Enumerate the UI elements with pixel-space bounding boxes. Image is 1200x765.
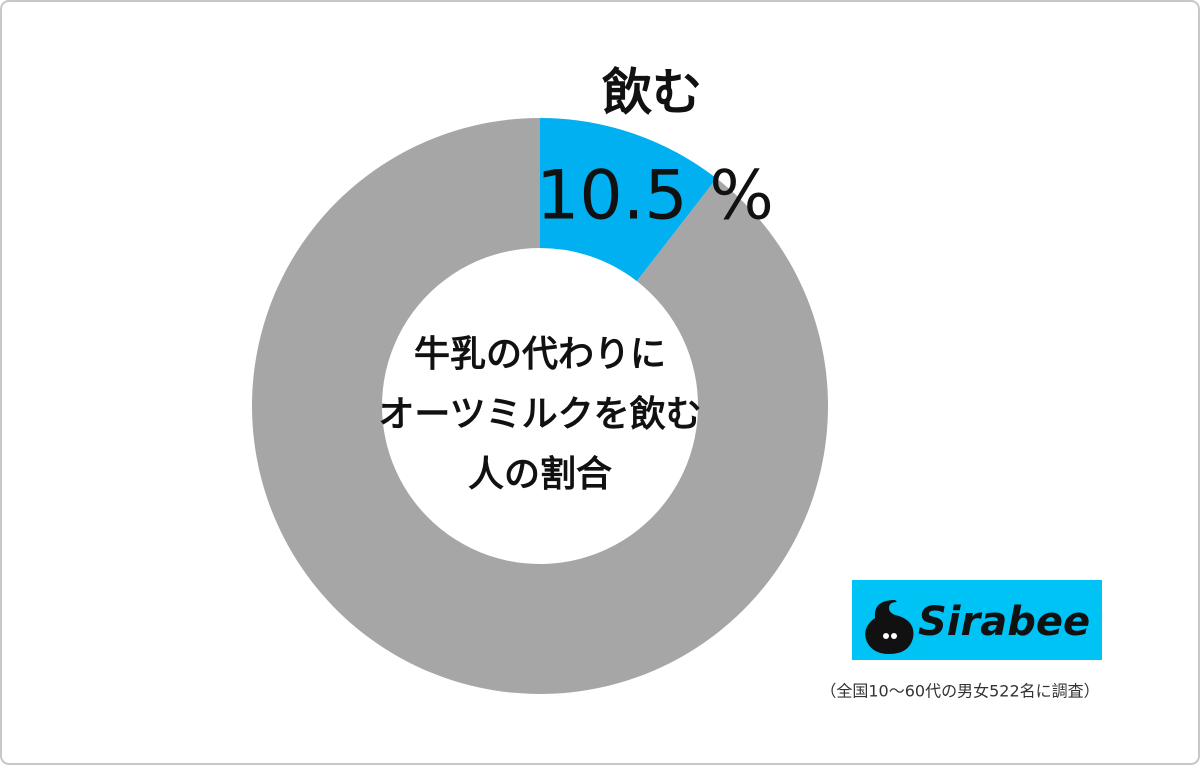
logo-text: Sirabee [918,599,1090,645]
category-label: 飲む [602,64,702,122]
logo-eye [891,633,897,639]
center-text: 牛乳の代わりに [414,334,666,375]
donut-slice [540,118,717,282]
center-text: オーツミルクを飲む [378,394,701,435]
source-note: （全国10〜60代の男女522名に調査） [820,682,1099,701]
donut-slice [251,118,828,694]
logo-eye [883,633,889,639]
center-text: 人の割合 [468,454,612,495]
logo-icon [865,600,914,654]
value-label: 10.5 % [536,157,774,236]
logo: Sirabee [852,580,1102,660]
